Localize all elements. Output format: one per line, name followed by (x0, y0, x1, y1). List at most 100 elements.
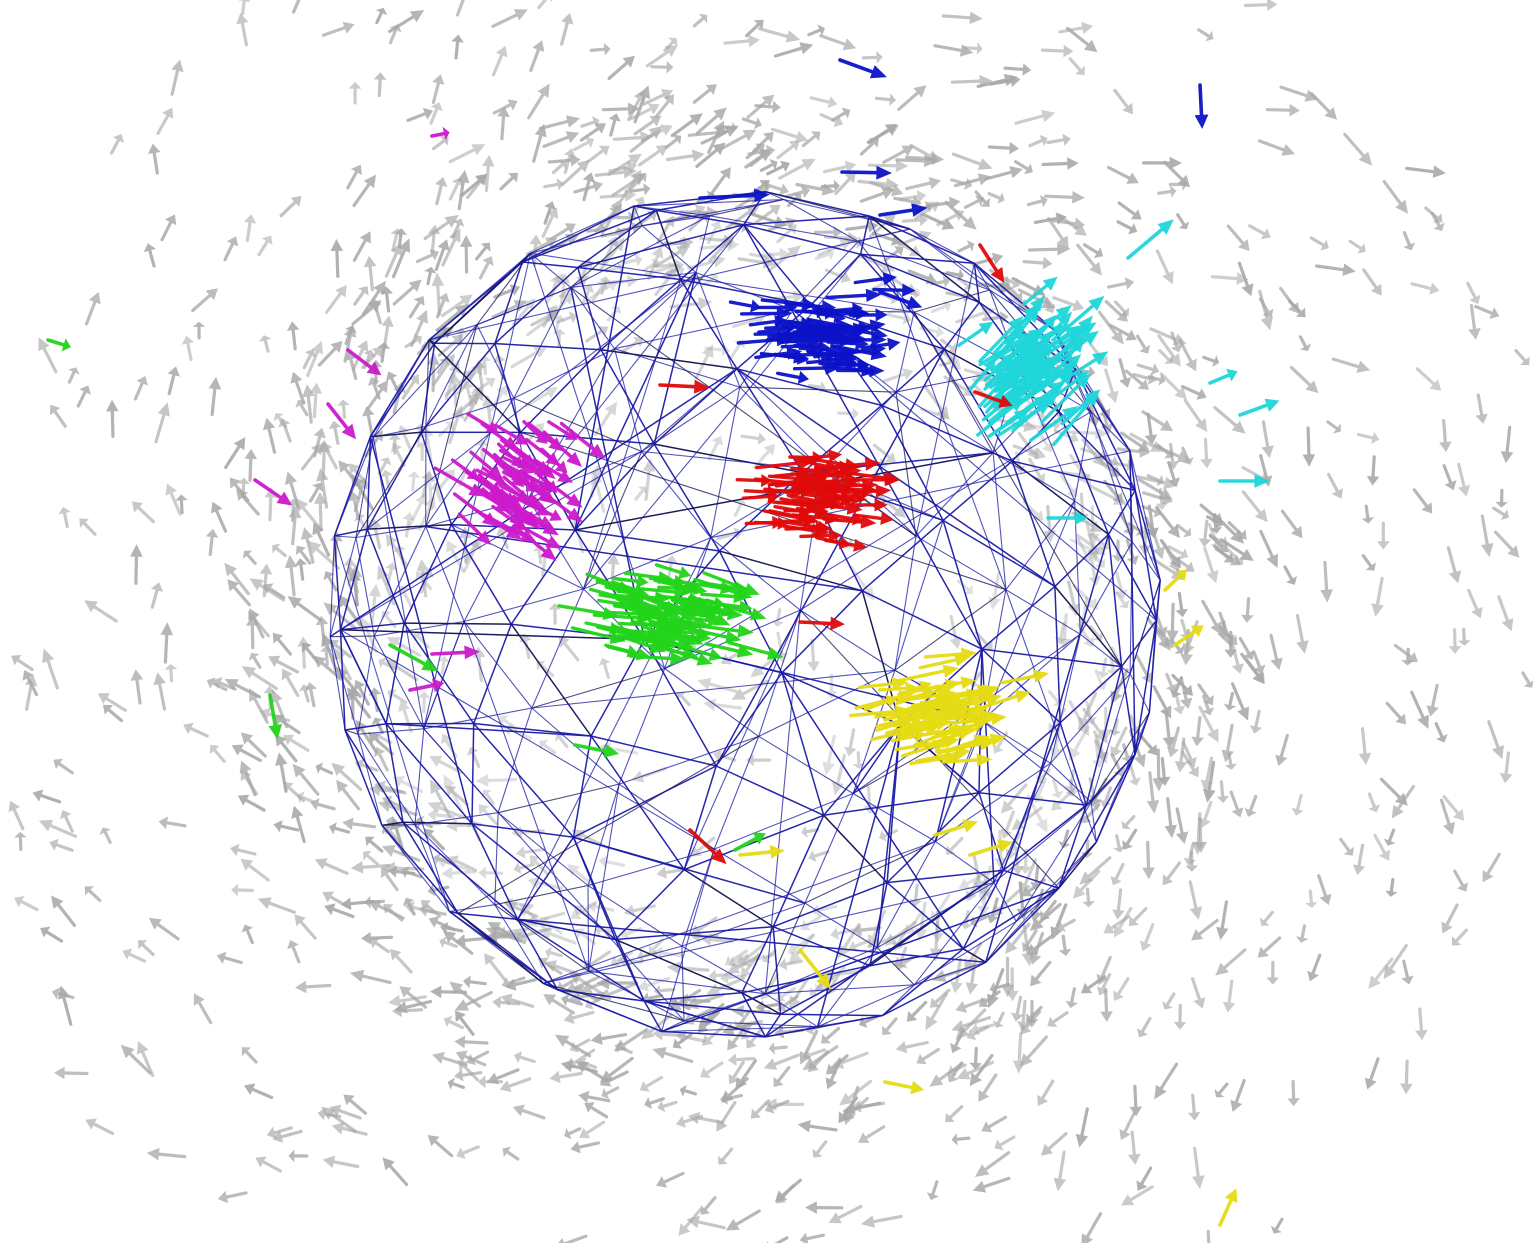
ambient-arrow (916, 1047, 940, 1065)
stray-arrow-green (733, 832, 766, 852)
ambient-arrow (543, 201, 557, 225)
ambient-arrow (951, 1133, 971, 1146)
ambient-arrow (53, 758, 74, 775)
ambient-arrow (1356, 431, 1380, 444)
ambient-arrow (1159, 372, 1187, 400)
mesh-edge (943, 348, 1013, 462)
mesh-edge (339, 629, 387, 725)
ambient-arrow (1270, 1217, 1284, 1234)
ambient-arrow (130, 669, 144, 705)
ambient-arrow (564, 1127, 582, 1140)
ambient-arrow (1069, 538, 1101, 556)
cluster-arrow-magenta (481, 487, 526, 528)
cluster-arrow-green (612, 574, 649, 588)
mesh-edge (765, 947, 878, 995)
ambient-arrow (331, 762, 363, 792)
ambient-arrow (555, 1034, 592, 1058)
stray-arrow-cyan (1046, 511, 1088, 525)
ambient-arrow (353, 286, 369, 306)
ambient-arrow (1243, 0, 1278, 11)
ambient-arrow (1183, 398, 1208, 432)
mesh-edge (887, 869, 1004, 884)
ambient-arrow (485, 930, 522, 943)
ambient-arrow (762, 182, 789, 196)
ambient-arrow (572, 136, 595, 152)
mesh-edge (894, 520, 944, 671)
cluster-arrow-blue (853, 272, 897, 286)
ambient-arrow (315, 615, 329, 645)
mesh-edge (1054, 533, 1110, 587)
ambient-arrow (512, 298, 536, 326)
ambient-arrow (797, 1120, 838, 1133)
mesh-edge (643, 1000, 766, 1038)
ambient-arrow (882, 1017, 898, 1036)
ambient-arrow (746, 1026, 764, 1049)
ambient-arrow (637, 144, 669, 167)
ambient-arrow (14, 896, 39, 912)
ambient-arrow (1400, 1059, 1413, 1095)
ambient-arrow (475, 774, 518, 787)
ambient-arrow (42, 648, 59, 690)
ambient-arrow (259, 335, 272, 353)
cluster-arrow-yellow (878, 681, 919, 695)
ambient-arrow (1331, 357, 1371, 373)
mesh-edge (973, 262, 1055, 331)
ambient-arrow (240, 732, 267, 758)
ambient-arrow (478, 256, 494, 280)
ambient-arrow (802, 1045, 839, 1071)
mesh-edge (1129, 580, 1161, 674)
ambient-arrow (292, 0, 301, 14)
ambient-arrow (1314, 263, 1356, 276)
ambient-arrow (974, 1151, 1011, 1177)
ambient-arrow (579, 123, 606, 142)
mesh-edge (572, 837, 645, 1002)
cluster-arrow-red (824, 538, 868, 552)
ambient-arrow (443, 930, 474, 955)
ambient-arrow (512, 1104, 546, 1120)
mesh-edge (366, 528, 405, 624)
mesh-edge (641, 386, 741, 452)
ambient-arrow (547, 153, 581, 167)
mesh-edge (333, 535, 450, 912)
ambient-arrow (1269, 633, 1283, 671)
mesh-edge (510, 623, 592, 737)
mesh-edge (985, 534, 1110, 963)
ambient-arrow (963, 195, 984, 209)
ambient-arrow (822, 160, 857, 174)
cluster-arrow-green (700, 589, 750, 604)
mesh-edge (1015, 887, 1060, 922)
ambient-arrow (1410, 690, 1429, 729)
ambient-arrow (310, 798, 336, 811)
ambient-arrow (1157, 334, 1181, 367)
ambient-arrow (1180, 385, 1207, 400)
mesh-edge (1129, 450, 1136, 755)
mesh-edge (381, 825, 450, 912)
stray-arrow-magenta (253, 478, 293, 506)
ambient-arrow (1326, 472, 1343, 499)
ambient-arrow (287, 596, 323, 622)
ambient-arrow (1214, 1082, 1229, 1098)
ambient-arrow (323, 571, 338, 592)
stray-arrow-red (798, 616, 845, 631)
ambient-arrow (439, 936, 458, 949)
ambient-arrow (1188, 880, 1203, 920)
ambient-arrow (1088, 625, 1104, 641)
ambient-arrow (984, 166, 1023, 181)
ambient-arrow (1119, 1112, 1136, 1141)
ambient-arrow (415, 249, 440, 264)
ambient-arrow (1005, 922, 1031, 954)
ambient-arrow (1053, 1150, 1066, 1192)
mesh-edge (895, 311, 915, 393)
ambient-arrow (1076, 243, 1102, 276)
ambient-arrow (1027, 242, 1071, 256)
ambient-arrow (1289, 366, 1319, 394)
ambient-arrow (388, 24, 402, 45)
mesh-edge (876, 724, 901, 948)
ambient-arrow (130, 544, 143, 585)
ambient-arrow (1252, 650, 1266, 674)
ambient-arrow (109, 134, 124, 155)
mesh-edge (344, 723, 387, 731)
mesh-edge (574, 529, 720, 552)
mesh-edge (743, 223, 861, 256)
mesh-edge (614, 272, 697, 350)
